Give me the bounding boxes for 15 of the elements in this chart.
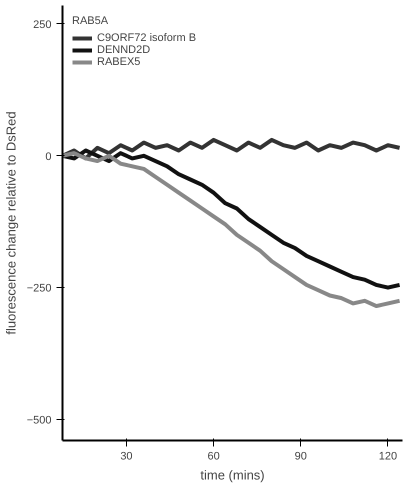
x-tick-label: 90 — [294, 450, 307, 462]
line-series — [62, 138, 402, 160]
y-tick-label: −500 — [26, 414, 52, 426]
x-axis-title: time (mins) — [200, 468, 265, 482]
x-tick-label: 120 — [378, 450, 398, 462]
legend-title: RAB5A — [72, 15, 110, 27]
legend-label: RABEX5 — [97, 56, 140, 68]
y-tick-label: 250 — [33, 18, 52, 31]
x-tick-label: 60 — [207, 450, 220, 462]
y-tick-label: 0 — [45, 150, 52, 163]
y-tick-label: −250 — [26, 282, 52, 295]
legend-label: C9ORF72 isoform B — [97, 32, 196, 44]
legend-label: DENND2D — [97, 44, 150, 56]
x-tick-label: 30 — [120, 450, 133, 462]
y-axis-title: fluorescence change relative to DsRed — [4, 111, 19, 335]
